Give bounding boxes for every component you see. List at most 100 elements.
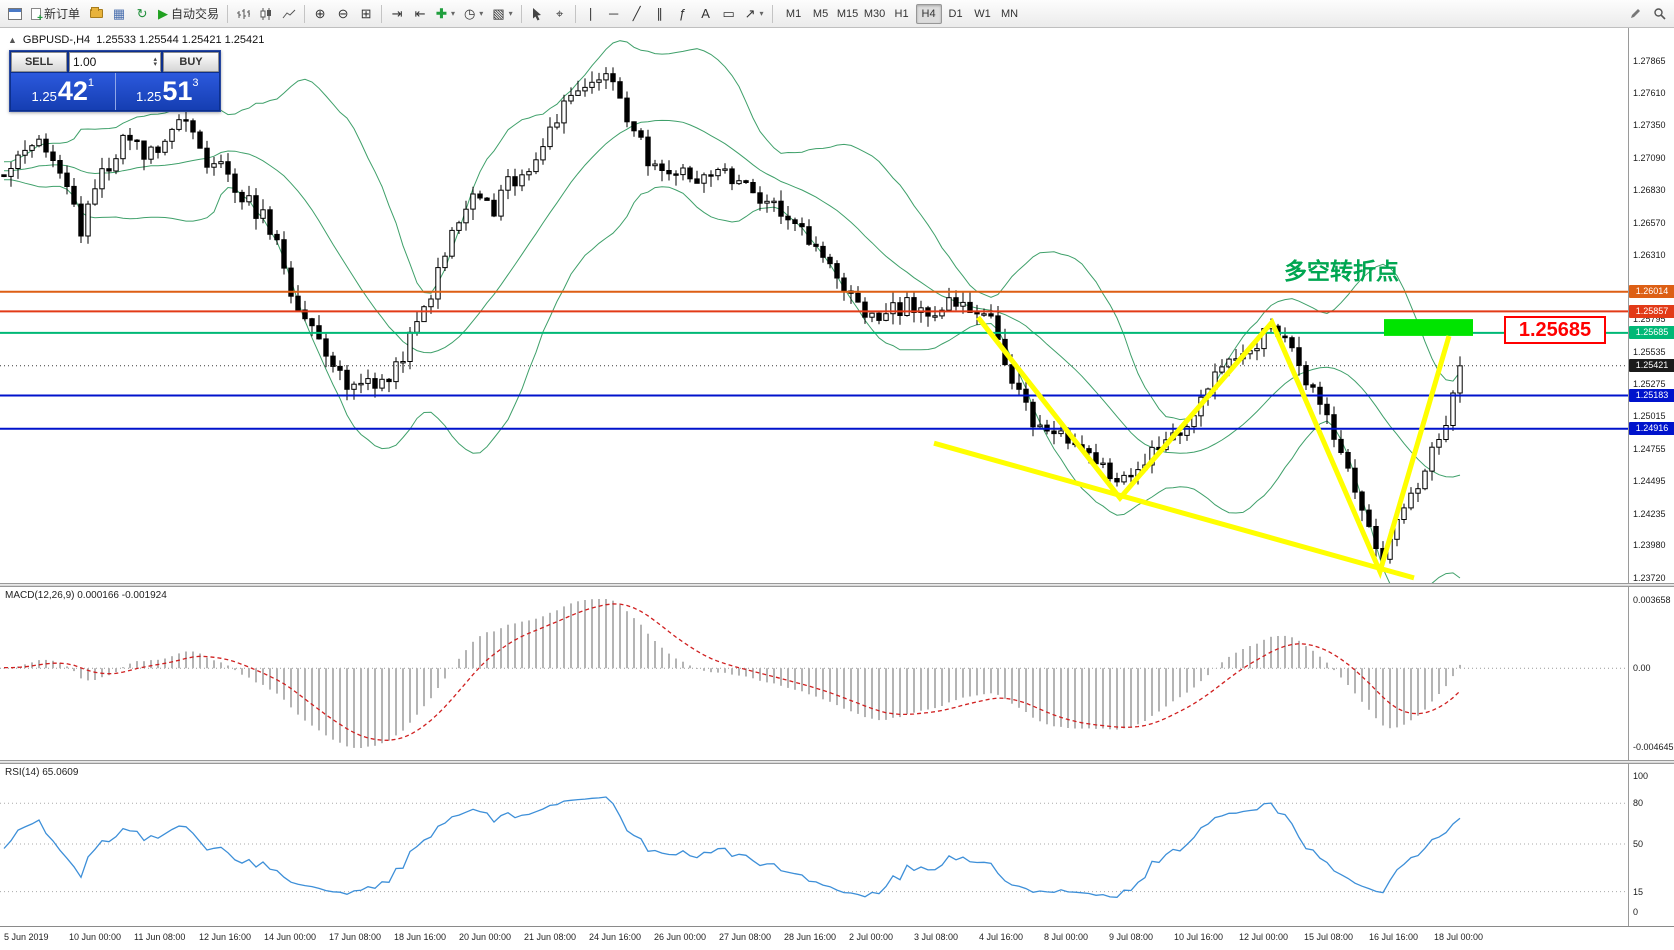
time-label: 4 Jul 16:00	[979, 932, 1024, 942]
templates-button[interactable]: ▧ ▾	[488, 3, 516, 25]
price-tick: 1.25795	[1633, 314, 1666, 325]
timeframe-m1[interactable]: M1	[781, 4, 807, 24]
time-label: 16 Jul 16:00	[1369, 932, 1419, 942]
volume-down-icon[interactable]: ▾	[153, 61, 157, 68]
toolbar-separator	[304, 4, 306, 23]
rsi-scale-tick: 0	[1633, 907, 1639, 917]
label-tool-button[interactable]: ▭	[718, 3, 740, 25]
timeframe-w1[interactable]: W1	[970, 4, 996, 24]
price-tick: 1.25535	[1633, 346, 1666, 357]
time-axis[interactable]: 5 Jun 2019 10 Jun 00:00 11 Jun 08:00 12 Jun…	[0, 926, 1674, 950]
arrows-tool-button[interactable]: ↗ ▾	[741, 3, 768, 25]
price-line-badge: 1.25857	[1629, 304, 1674, 318]
buy-button[interactable]: BUY	[163, 52, 219, 72]
macd-chart[interactable]	[0, 587, 1628, 760]
time-label: 28 Jun 16:00	[784, 932, 837, 942]
time-label: 24 Jun 16:00	[589, 932, 642, 942]
line-chart-button[interactable]	[278, 3, 300, 25]
text-tool-button[interactable]: A	[695, 3, 717, 25]
chevron-down-icon: ▾	[759, 9, 764, 18]
price-tick: 1.24235	[1633, 508, 1666, 519]
auto-scroll-button[interactable]: ⇥	[386, 3, 408, 25]
chart-profiles-button[interactable]	[85, 3, 107, 25]
horizontal-line-button[interactable]: ─	[603, 3, 625, 25]
channel-button[interactable]: ∥	[649, 3, 671, 25]
panel-collapse-icon[interactable]: ▲	[8, 35, 17, 45]
rsi-value: 65.0609	[42, 767, 79, 778]
timeframe-group: M1 M5 M15 M30 H1 H4 D1 W1 MN	[781, 3, 1023, 24]
volume-stepper[interactable]: 1.00 ▴ ▾	[69, 52, 161, 72]
bar-chart-icon	[237, 8, 251, 19]
zoom-in-button[interactable]: ⊕	[309, 3, 331, 25]
tile-windows-button[interactable]: ⊞	[355, 3, 377, 25]
crosshair-button[interactable]: ⌖	[549, 3, 571, 25]
chart-shift-button[interactable]: ⇤	[409, 3, 431, 25]
search-icon	[1653, 8, 1666, 20]
indicators-button[interactable]: ✚ ▾	[432, 3, 459, 25]
price-line-badge: 1.25685	[1629, 326, 1674, 340]
price-chart[interactable]	[0, 28, 1628, 583]
candlestick-chart-button[interactable]	[255, 3, 277, 25]
bar-chart-button[interactable]	[232, 3, 254, 25]
price-tick: 1.23980	[1633, 540, 1666, 551]
timeframe-h1[interactable]: H1	[889, 4, 915, 24]
time-label: 9 Jul 08:00	[1109, 932, 1154, 942]
macd-scale[interactable]: 0.003658 0.00 -0.004645	[1628, 587, 1674, 760]
text-tool-icon: A	[701, 6, 710, 21]
autotrading-label: 自动交易	[171, 7, 220, 21]
price-tick: 1.24755	[1633, 443, 1666, 454]
rsi-label: RSI(14) 65.0609	[5, 767, 79, 778]
time-label: 3 Jul 08:00	[914, 932, 959, 942]
time-label: 18 Jun 16:00	[394, 932, 447, 942]
rsi-scale-tick: 100	[1633, 771, 1649, 781]
zoom-out-button[interactable]: ⊖	[332, 3, 354, 25]
pane-splitter[interactable]	[0, 760, 1674, 764]
symbol-period-label: GBPUSD-,H4	[22, 34, 91, 46]
fibonacci-button[interactable]: ƒ	[672, 3, 694, 25]
toolbar-separator	[771, 4, 773, 23]
price-tick: 1.24495	[1633, 476, 1666, 487]
one-click-trading-panel: SELL 1.00 ▴ ▾ BUY 1.25 42 1 1.25 51 3	[9, 50, 221, 112]
auto-scroll-icon: ⇥	[391, 6, 403, 21]
ask-price[interactable]: 1.25 51 3	[115, 73, 219, 110]
data-window-button[interactable]: ▦	[108, 3, 130, 25]
time-label: 5 Jun 2019	[4, 932, 49, 942]
timeframe-m15[interactable]: M15	[835, 4, 861, 24]
cursor-button[interactable]	[526, 3, 548, 25]
new-order-button[interactable]: 新订单	[27, 3, 84, 25]
zoom-out-icon: ⊖	[337, 6, 349, 21]
autotrading-button[interactable]: ▶ 自动交易	[154, 3, 223, 25]
bid-price[interactable]: 1.25 42 1	[11, 73, 115, 110]
timeframe-m5[interactable]: M5	[808, 4, 834, 24]
time-label: 8 Jul 00:00	[1044, 932, 1089, 942]
price-scale[interactable]: 1.27865 1.27610 1.27350 1.27090 1.26830 1.265…	[1628, 28, 1674, 583]
new-chart-button[interactable]	[4, 3, 26, 25]
toolbar-separator	[227, 4, 229, 23]
vertical-line-button[interactable]: ∣	[580, 3, 602, 25]
search-button[interactable]	[1648, 3, 1670, 25]
periods-button[interactable]: ◷ ▾	[460, 3, 487, 25]
sell-button[interactable]: SELL	[11, 52, 67, 72]
timeframe-d1[interactable]: D1	[943, 4, 969, 24]
timeframe-h4[interactable]: H4	[915, 3, 942, 24]
rsi-scale[interactable]: 100 80 50 15 0	[1628, 764, 1674, 926]
crosshair-icon: ⌖	[555, 6, 564, 21]
timeframe-m30[interactable]: M30	[862, 4, 888, 24]
annotation-text: 多空转折点	[1284, 258, 1399, 284]
time-label: 12 Jun 16:00	[199, 932, 252, 942]
template-icon: ▧	[492, 6, 505, 21]
candlestick-chart-icon	[260, 7, 272, 20]
pane-splitter[interactable]	[0, 583, 1674, 587]
timeframe-mn[interactable]: MN	[997, 4, 1023, 24]
rsi-chart[interactable]	[0, 764, 1628, 926]
clock-icon: ◷	[463, 6, 476, 21]
draw-button[interactable]	[1624, 3, 1646, 25]
price-tick: 1.27865	[1633, 56, 1666, 67]
volume-up-icon[interactable]: ▴	[153, 56, 157, 63]
refresh-button[interactable]: ↻	[131, 3, 153, 25]
trendline-button[interactable]: ╱	[626, 3, 648, 25]
macd-scale-tick: -0.004645	[1633, 742, 1674, 752]
time-label: 15 Jul 08:00	[1304, 932, 1354, 942]
trendline-icon: ╱	[632, 6, 641, 21]
